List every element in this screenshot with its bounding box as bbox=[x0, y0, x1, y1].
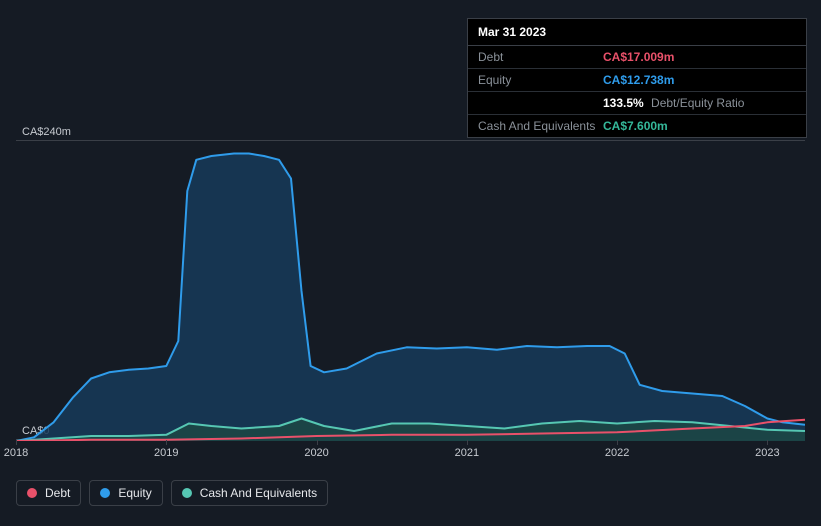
legend-label: Equity bbox=[118, 486, 151, 500]
tooltip-value: CA$12.738m bbox=[603, 73, 674, 87]
tooltip-label: Equity bbox=[478, 73, 603, 87]
tooltip-row-ratio: 133.5% Debt/Equity Ratio bbox=[468, 92, 806, 115]
y-axis-max-label: CA$240m bbox=[22, 126, 71, 138]
x-tick-mark bbox=[317, 440, 318, 445]
x-tick-label: 2018 bbox=[4, 447, 28, 459]
x-tick-mark bbox=[16, 440, 17, 445]
ratio-label: Debt/Equity Ratio bbox=[651, 96, 744, 110]
x-tick-label: 2021 bbox=[455, 447, 479, 459]
tooltip-label: Cash And Equivalents bbox=[478, 119, 603, 133]
legend-swatch bbox=[27, 488, 37, 498]
equity-area bbox=[16, 154, 805, 442]
tooltip-label: Debt bbox=[478, 50, 603, 64]
tooltip-row-equity: Equity CA$12.738m bbox=[468, 69, 806, 92]
x-tick-mark bbox=[166, 440, 167, 445]
x-tick-mark bbox=[617, 440, 618, 445]
hover-tooltip: Mar 31 2023 Debt CA$17.009m Equity CA$12… bbox=[467, 18, 807, 138]
legend-item-cash[interactable]: Cash And Equivalents bbox=[171, 480, 328, 506]
tooltip-row-debt: Debt CA$17.009m bbox=[468, 46, 806, 69]
x-tick-mark bbox=[767, 440, 768, 445]
tooltip-value: CA$17.009m bbox=[603, 50, 674, 64]
legend-swatch bbox=[100, 488, 110, 498]
x-axis-ticks: 201820192020202120222023 bbox=[16, 445, 805, 463]
chart-container: { "chart": { "type": "area", "background… bbox=[0, 0, 821, 526]
tooltip-date: Mar 31 2023 bbox=[468, 19, 806, 46]
plot-svg bbox=[16, 141, 805, 441]
x-tick-label: 2019 bbox=[154, 447, 178, 459]
x-tick-label: 2022 bbox=[605, 447, 629, 459]
legend-item-debt[interactable]: Debt bbox=[16, 480, 81, 506]
x-tick-mark bbox=[467, 440, 468, 445]
tooltip-row-cash: Cash And Equivalents CA$7.600m bbox=[468, 115, 806, 137]
tooltip-value: CA$7.600m bbox=[603, 119, 668, 133]
tooltip-label bbox=[478, 96, 603, 110]
legend: Debt Equity Cash And Equivalents bbox=[16, 480, 328, 506]
x-tick-label: 2020 bbox=[304, 447, 328, 459]
legend-label: Debt bbox=[45, 486, 70, 500]
ratio-value: 133.5% bbox=[603, 96, 644, 110]
legend-swatch bbox=[182, 488, 192, 498]
legend-label: Cash And Equivalents bbox=[200, 486, 317, 500]
plot-area[interactable] bbox=[16, 140, 805, 440]
x-tick-label: 2023 bbox=[755, 447, 779, 459]
legend-item-equity[interactable]: Equity bbox=[89, 480, 162, 506]
